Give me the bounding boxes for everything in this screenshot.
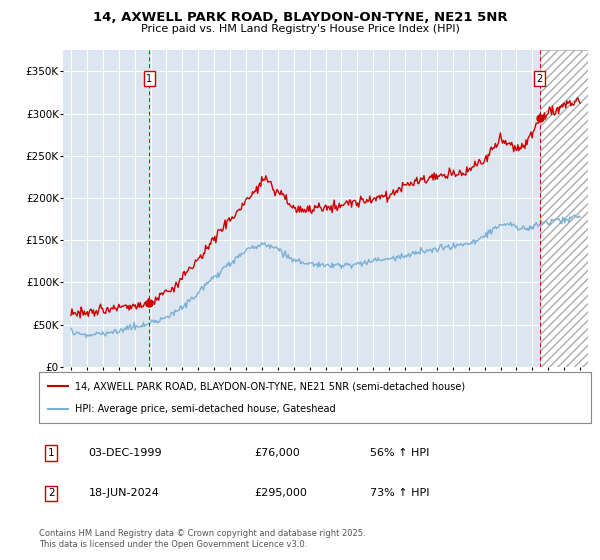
Text: 18-JUN-2024: 18-JUN-2024 — [89, 488, 160, 498]
Text: 03-DEC-1999: 03-DEC-1999 — [89, 448, 163, 458]
Text: £76,000: £76,000 — [254, 448, 300, 458]
Text: 14, AXWELL PARK ROAD, BLAYDON-ON-TYNE, NE21 5NR (semi-detached house): 14, AXWELL PARK ROAD, BLAYDON-ON-TYNE, N… — [75, 381, 465, 391]
Text: 1: 1 — [48, 448, 55, 458]
Text: 1: 1 — [146, 74, 152, 84]
Text: 14, AXWELL PARK ROAD, BLAYDON-ON-TYNE, NE21 5NR: 14, AXWELL PARK ROAD, BLAYDON-ON-TYNE, N… — [92, 11, 508, 24]
Text: Contains HM Land Registry data © Crown copyright and database right 2025.
This d: Contains HM Land Registry data © Crown c… — [39, 529, 365, 549]
Text: 2: 2 — [48, 488, 55, 498]
Text: 56% ↑ HPI: 56% ↑ HPI — [370, 448, 430, 458]
Text: HPI: Average price, semi-detached house, Gateshead: HPI: Average price, semi-detached house,… — [75, 404, 335, 414]
Bar — [47, 50, 539, 367]
Text: £295,000: £295,000 — [254, 488, 307, 498]
Text: 2: 2 — [536, 74, 543, 84]
Bar — [539, 50, 600, 367]
Text: 73% ↑ HPI: 73% ↑ HPI — [370, 488, 430, 498]
Text: Price paid vs. HM Land Registry's House Price Index (HPI): Price paid vs. HM Land Registry's House … — [140, 24, 460, 34]
